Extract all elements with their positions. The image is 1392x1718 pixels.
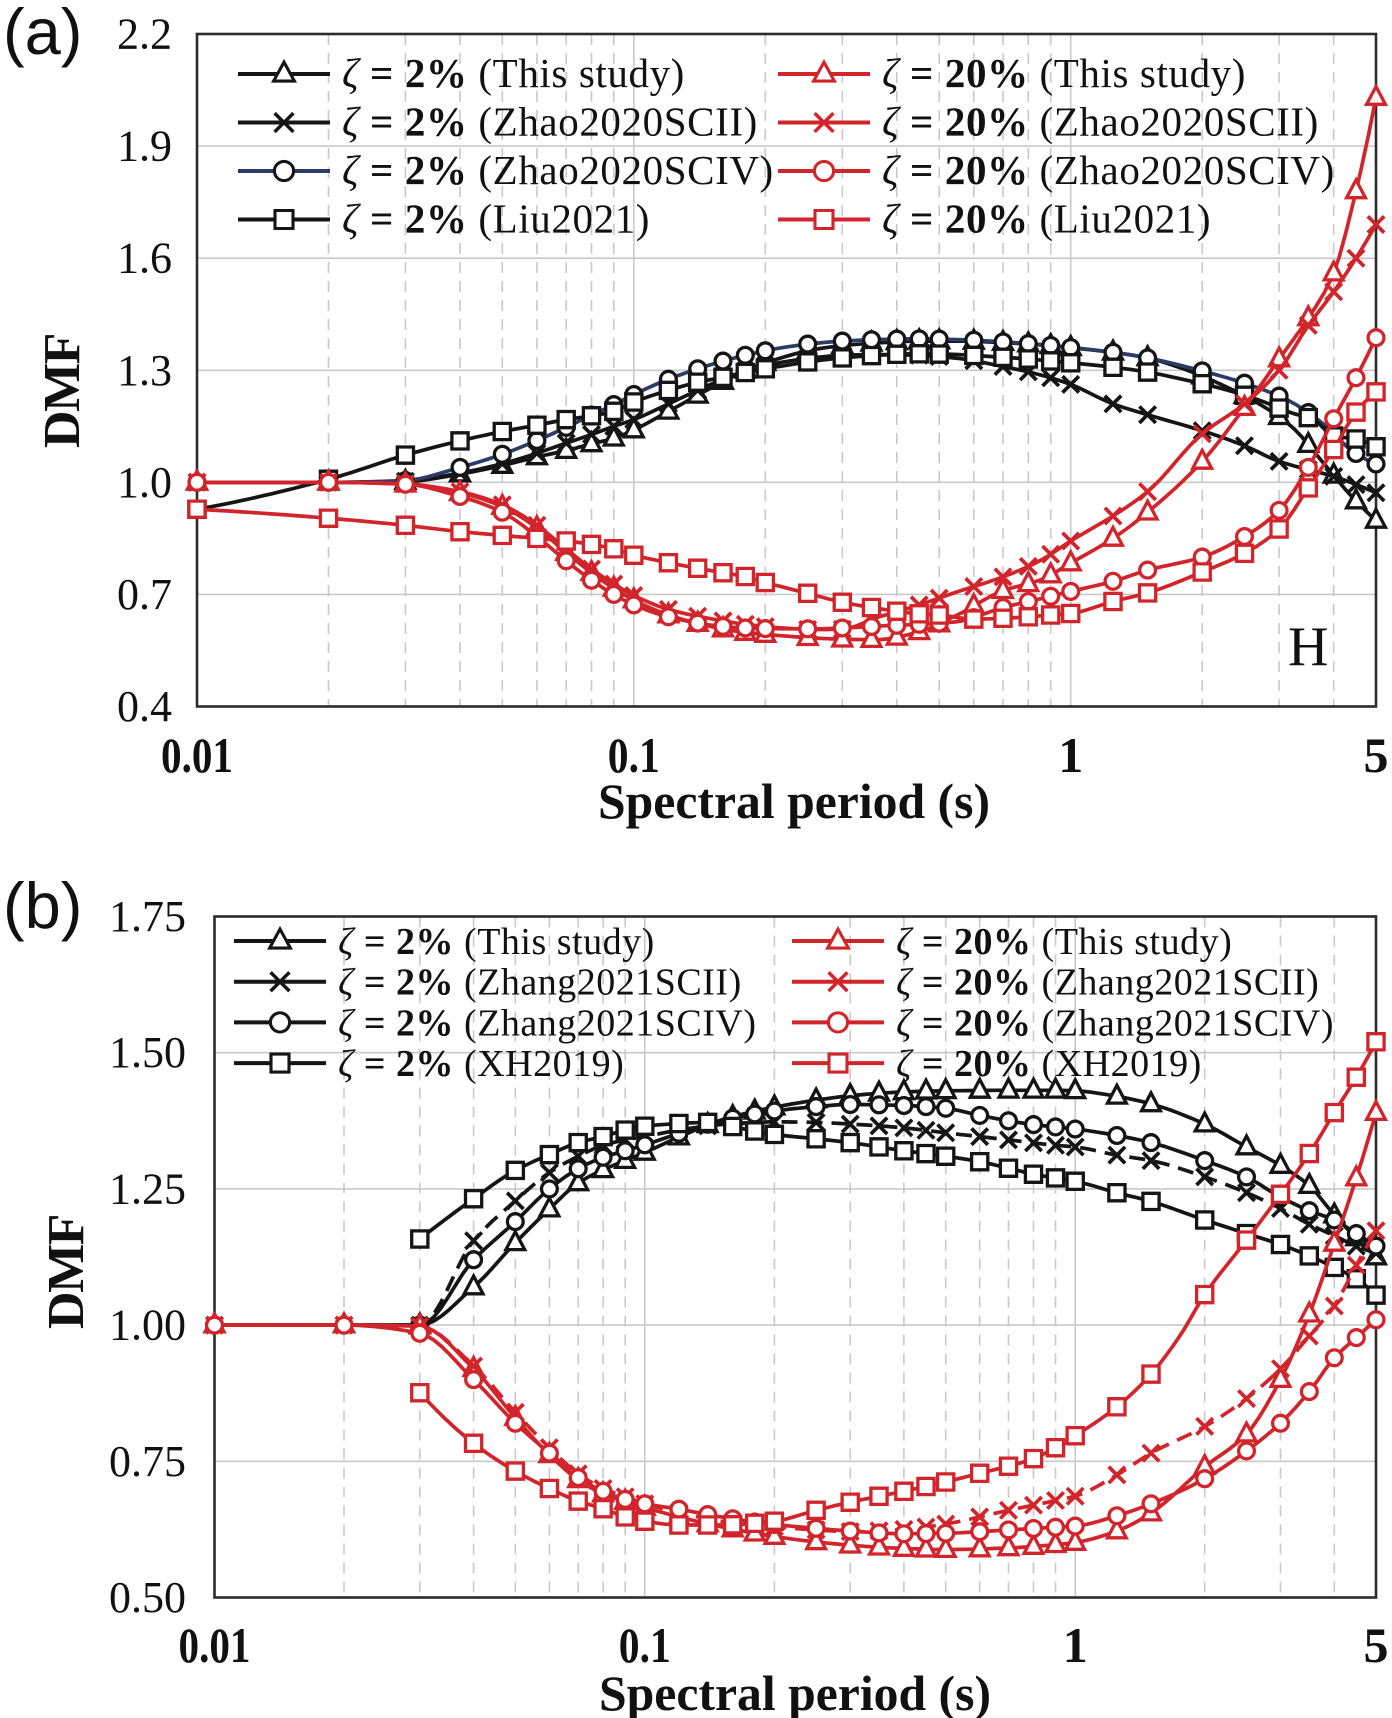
svg-text:1.00: 1.00: [109, 1301, 186, 1350]
svg-text:ζ = 2% (Liu2021): ζ = 2% (Liu2021): [342, 196, 650, 242]
svg-text:0.01: 0.01: [161, 727, 233, 783]
svg-text:ζ = 2% (This study): ζ = 2% (This study): [342, 50, 685, 96]
svg-text:ζ = 20% (Zhao2020SCII): ζ = 20% (Zhao2020SCII): [882, 99, 1319, 145]
svg-text:ζ = 20% (This study): ζ = 20% (This study): [882, 50, 1246, 96]
svg-text:1.75: 1.75: [109, 892, 186, 941]
svg-text:(a): (a): [3, 0, 82, 68]
svg-text:ζ = 2% (Zhao2020SCIV): ζ = 2% (Zhao2020SCIV): [342, 147, 774, 193]
svg-text:0.7: 0.7: [117, 570, 172, 619]
svg-text:5: 5: [1364, 1617, 1389, 1673]
svg-text:ζ = 20% (Zhao2020SCIV): ζ = 20% (Zhao2020SCIV): [882, 147, 1335, 193]
svg-text:ζ = 20% (Zhang2021SCII): ζ = 20% (Zhang2021SCII): [896, 962, 1319, 1004]
svg-text:1.9: 1.9: [117, 122, 172, 171]
svg-text:0.75: 0.75: [109, 1437, 186, 1486]
svg-text:1.6: 1.6: [117, 234, 172, 283]
svg-text:1: 1: [1058, 727, 1083, 783]
svg-text:0.01: 0.01: [179, 1617, 251, 1673]
svg-text:0.4: 0.4: [117, 682, 172, 731]
svg-text:0.50: 0.50: [109, 1573, 186, 1622]
svg-text:ζ = 2% (Zhao2020SCII): ζ = 2% (Zhao2020SCII): [342, 99, 758, 145]
svg-text:ζ = 20% (XH2019): ζ = 20% (XH2019): [896, 1043, 1202, 1085]
svg-text:2.2: 2.2: [117, 10, 172, 59]
svg-text:ζ = 20% (This study): ζ = 20% (This study): [896, 921, 1232, 963]
svg-text:1.50: 1.50: [109, 1028, 186, 1077]
svg-text:ζ = 20% (Liu2021): ζ = 20% (Liu2021): [882, 196, 1211, 242]
svg-text:DMF: DMF: [38, 1215, 95, 1329]
svg-text:ζ = 2% (Zhang2021SCII): ζ = 2% (Zhang2021SCII): [338, 962, 742, 1004]
svg-text:Spectral period (s): Spectral period (s): [598, 773, 990, 829]
svg-text:1.3: 1.3: [117, 346, 172, 395]
svg-text:ζ = 2% (XH2019): ζ = 2% (XH2019): [338, 1043, 624, 1085]
svg-text:ζ = 20% (Zhang2021SCIV): ζ = 20% (Zhang2021SCIV): [896, 1002, 1334, 1044]
svg-text:ζ = 2% (This study): ζ = 2% (This study): [338, 921, 655, 963]
svg-text:DMF: DMF: [34, 334, 91, 448]
svg-text:(b): (b): [3, 869, 82, 942]
svg-text:1.0: 1.0: [117, 458, 172, 507]
svg-text:0.1: 0.1: [608, 727, 660, 783]
svg-text:0.1: 0.1: [619, 1617, 671, 1673]
svg-text:1.25: 1.25: [109, 1164, 186, 1213]
svg-text:Spectral period (s): Spectral period (s): [599, 1665, 991, 1718]
svg-text:1: 1: [1063, 1617, 1088, 1673]
svg-text:H: H: [1288, 616, 1328, 678]
svg-text:ζ = 2% (Zhang2021SCIV): ζ = 2% (Zhang2021SCIV): [338, 1002, 757, 1044]
svg-text:5: 5: [1364, 727, 1389, 783]
